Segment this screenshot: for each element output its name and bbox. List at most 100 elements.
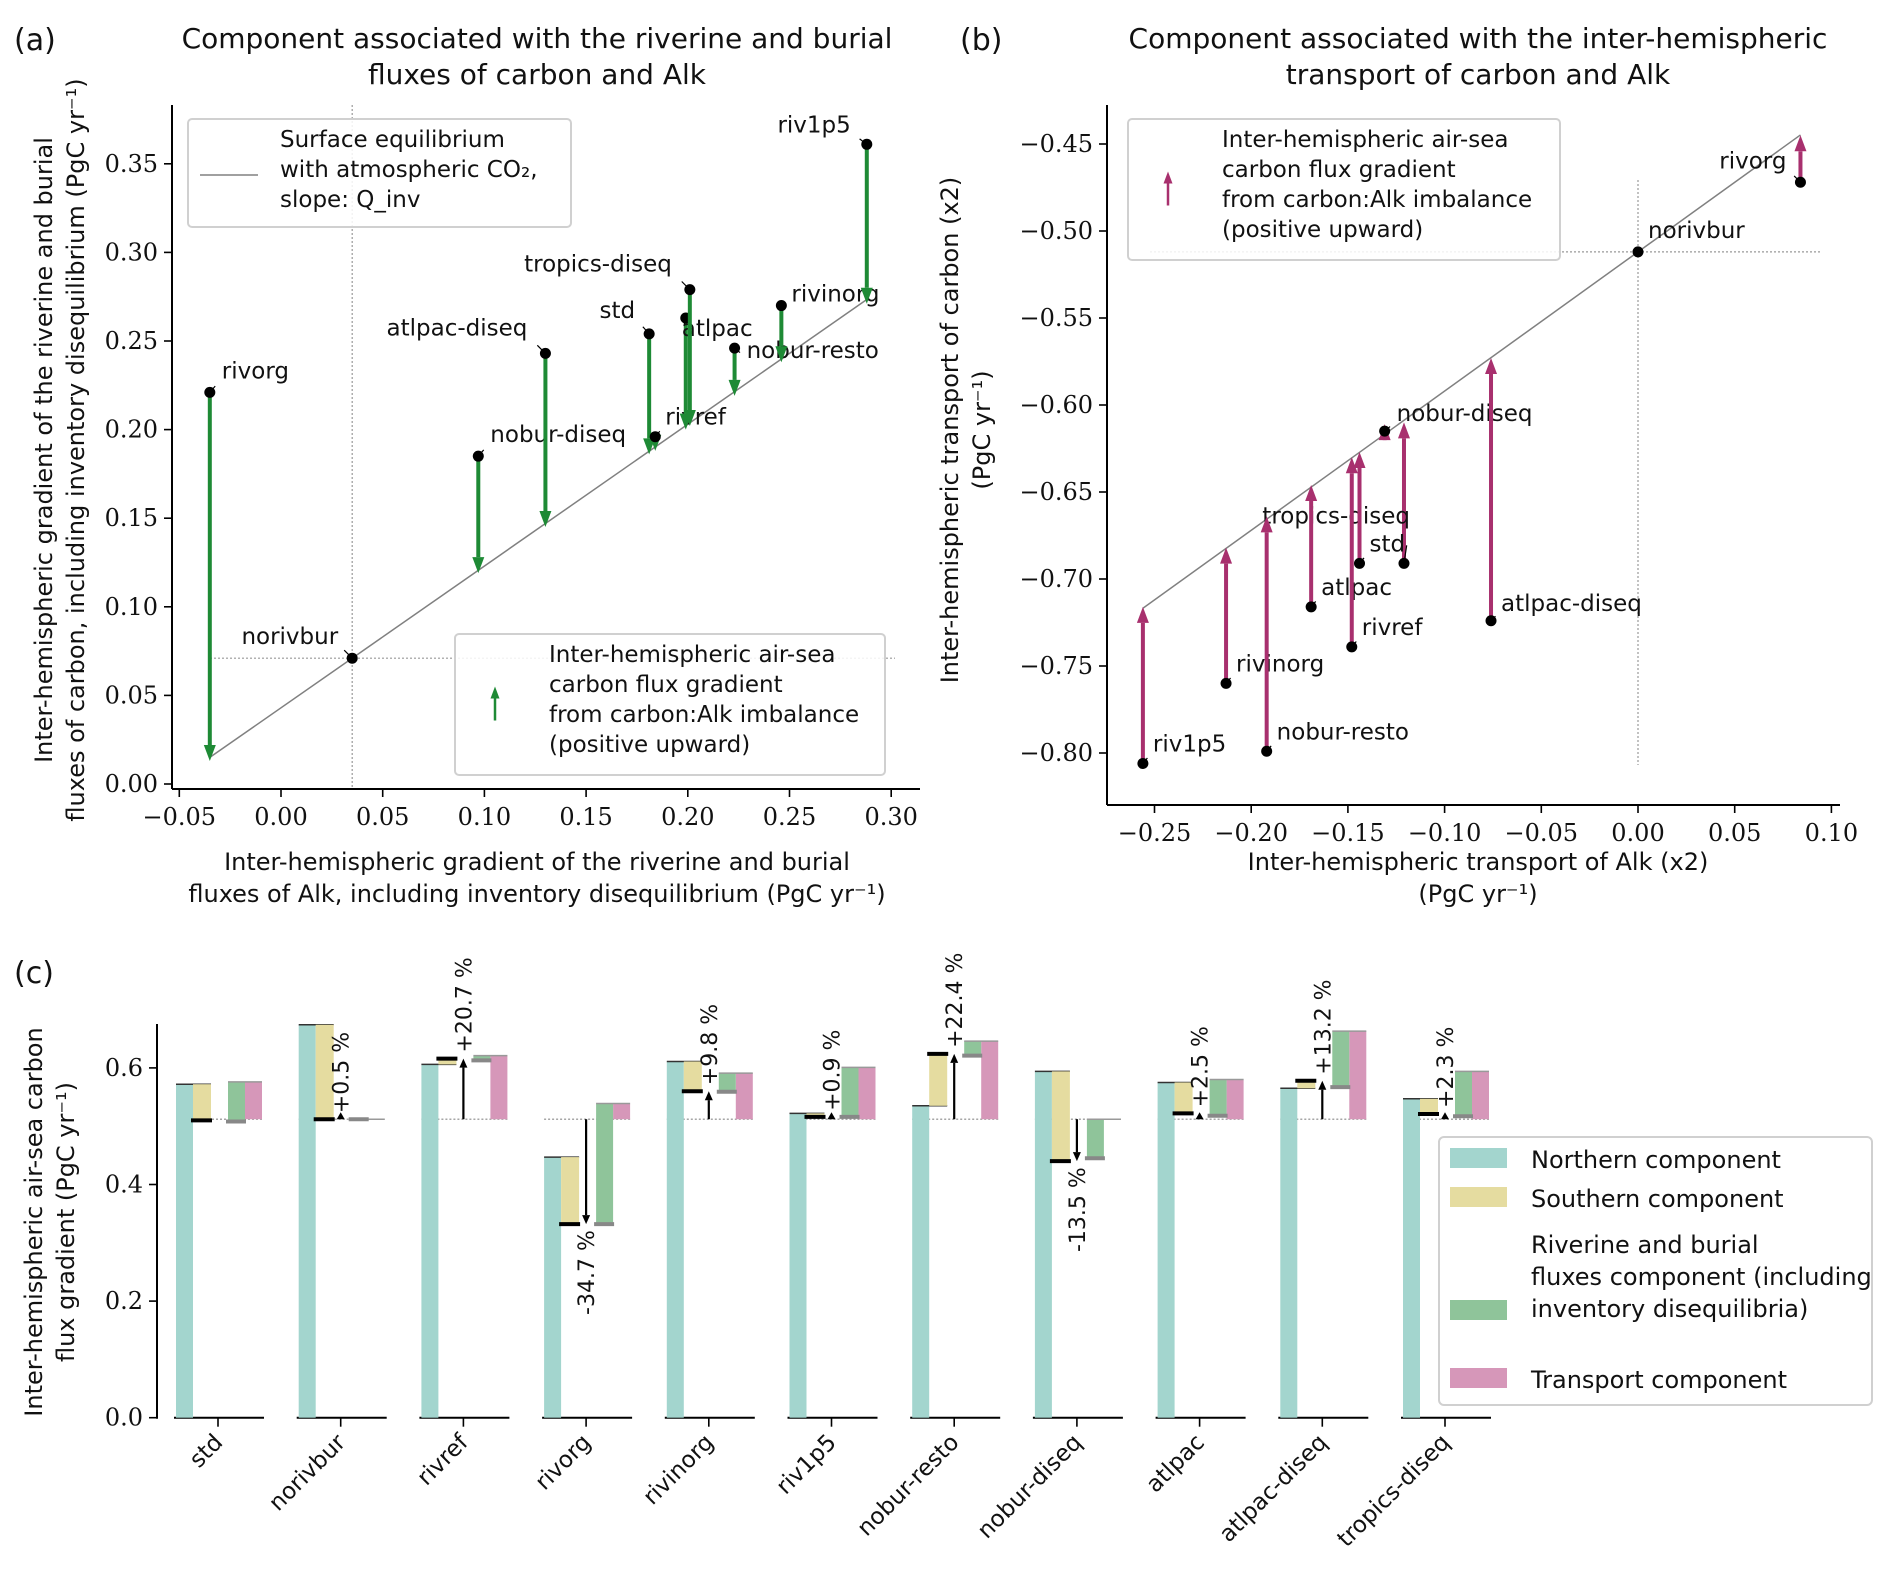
- panel-a-scatter: (a) Component associated with the riverin…: [14, 22, 920, 908]
- label-leader: [1266, 745, 1272, 752]
- x-tick-label: 0.10: [1805, 819, 1858, 847]
- y-tick-label: −0.65: [1019, 478, 1093, 506]
- panel-b-scatter: (b) Component associated with the inter-h…: [936, 22, 1858, 908]
- x-tick-label: −0.15: [1311, 819, 1385, 847]
- bar-group-riv1p5: +0.9 % riv1p5: [772, 1030, 878, 1500]
- flux-arrow-rivinorg-head: [775, 346, 788, 363]
- category-label: rivref: [412, 1429, 474, 1491]
- legend-label-line: Inter-hemispheric air-sea: [549, 642, 835, 668]
- bar-northern: [666, 1061, 684, 1418]
- bar-group-nobur-resto: +22.4 % nobur-resto: [853, 953, 1001, 1542]
- data-point-label: rivorg: [1719, 148, 1786, 174]
- bar-transport: [981, 1041, 999, 1120]
- data-point-label: std: [1370, 531, 1406, 557]
- x-tick-label: 0.05: [1708, 819, 1761, 847]
- chart-title-line: fluxes of carbon and Alk: [368, 58, 707, 91]
- x-tick-label: 0.15: [559, 803, 612, 831]
- percent-change-label: +20.7 %: [452, 957, 477, 1052]
- flux-arrow-rivref-head: [1345, 457, 1358, 474]
- label-leader: [1359, 557, 1365, 564]
- data-point-label: nobur-resto: [1277, 719, 1409, 745]
- panel-label: (a): [14, 23, 56, 58]
- category-label: atlpac-diseq: [1215, 1430, 1333, 1548]
- data-point-label: rivinorg: [1236, 651, 1324, 677]
- category-label: std: [185, 1430, 229, 1474]
- legend-arrow-swatch: [490, 686, 500, 721]
- legend-arrow-swatch-head: [490, 686, 500, 699]
- flux-arrow-nobur-resto-head: [728, 379, 741, 396]
- change-arrow: [1195, 1112, 1204, 1120]
- y-axis-label: Inter-hemispheric gradient of the riveri…: [30, 78, 90, 821]
- y-tick-label: −0.80: [1019, 739, 1093, 767]
- bar-riverine: [841, 1067, 859, 1117]
- legend-label-line: Inter-hemispheric air-sea: [1222, 127, 1508, 153]
- legend-line: Surface equilibrium with atmospheric CO₂,…: [187, 118, 572, 228]
- bar-group-std: std: [174, 1081, 264, 1474]
- bar-transport: [1349, 1031, 1367, 1120]
- chart-title-line: Component associated with the inter-hemi…: [1129, 22, 1828, 55]
- y-tick-label: −0.45: [1019, 130, 1093, 158]
- data-point-label: std: [600, 298, 636, 324]
- label-leader: [477, 449, 485, 457]
- label-leader: [734, 347, 741, 354]
- y-tick-label: 0.10: [105, 593, 158, 621]
- label-leader: [1490, 615, 1496, 622]
- flux-arrow-rivorg: [1794, 135, 1807, 183]
- data-point-label: rivref: [665, 405, 727, 431]
- y-tick-label: 0.35: [105, 150, 158, 178]
- percent-change-label: +9.8 %: [698, 1004, 723, 1085]
- data-point-norivbur: [1632, 246, 1644, 258]
- legend-label-line: inventory disequilibria): [1531, 1295, 1808, 1323]
- bar-transport: [1226, 1079, 1244, 1120]
- panel-c-bar-chart: (c) 0.0 0.2 0.4 0.6 Inter-hemispheric air-sea…: [14, 953, 1873, 1553]
- percent-change-label: +13.2 %: [1311, 979, 1336, 1074]
- legend-label-line: carbon flux gradient: [1222, 157, 1456, 183]
- equilibrium-line: [1142, 134, 1801, 609]
- y-axis-label-line: Inter-hemispheric transport of carbon (x…: [936, 177, 964, 684]
- change-arrow: [1441, 1112, 1449, 1120]
- y-tick-label: −0.50: [1019, 217, 1093, 245]
- change-arrow-head: [459, 1058, 468, 1068]
- bar-northern: [298, 1024, 316, 1418]
- data-point-label: tropics-diseq: [1262, 503, 1410, 529]
- flux-arrow-nobur-resto: [1260, 516, 1273, 752]
- bar-transport: [1472, 1071, 1489, 1120]
- bar-transport: [735, 1073, 753, 1120]
- category-label: tropics-diseq: [1332, 1430, 1455, 1553]
- y-tick-label: 0.15: [105, 504, 158, 532]
- bar-southern: [683, 1061, 702, 1092]
- change-arrow-head: [1318, 1080, 1327, 1090]
- x-tick-label: 0.00: [1611, 819, 1664, 847]
- category-label: rivorg: [530, 1430, 596, 1496]
- bar-riverine: [718, 1073, 736, 1092]
- y-axis-label: Inter-hemispheric transport of carbon (x…: [936, 177, 996, 684]
- percent-change-label: +22.4 %: [943, 953, 968, 1048]
- flux-arrow-std: [1353, 451, 1366, 564]
- label-leader: [654, 430, 661, 438]
- y-tick-label: 0.6: [105, 1054, 143, 1082]
- data-point-label: atlpac: [1321, 575, 1392, 601]
- data-point-label: atlpac: [682, 316, 753, 342]
- data-point-label: rivorg: [222, 358, 289, 384]
- label-leader: [1142, 757, 1148, 764]
- category-label: nobur-resto: [853, 1430, 965, 1542]
- change-arrow: [827, 1112, 836, 1120]
- panel-label: (b): [960, 23, 1002, 58]
- x-tick-label: −0.20: [1214, 819, 1288, 847]
- bar-riverine: [1332, 1031, 1350, 1088]
- flux-arrow-rivorg-head: [203, 744, 216, 761]
- panel-label: (c): [14, 956, 54, 991]
- x-tick-label: −0.05: [143, 803, 217, 831]
- x-axis-label-line: (PgC yr⁻¹): [1418, 880, 1537, 908]
- x-axis-label-line: Inter-hemispheric gradient of the riveri…: [224, 848, 850, 876]
- legend-label-line: slope: Q_inv: [280, 187, 420, 213]
- data-point-label: tropics-diseq: [524, 252, 672, 278]
- legend-label-line: (positive upward): [549, 732, 750, 758]
- flux-arrow-atlpac-diseq-head: [539, 511, 552, 528]
- bar-southern: [929, 1053, 948, 1106]
- bar-northern: [421, 1064, 439, 1418]
- data-point-label: atlpac-diseq: [387, 315, 528, 341]
- bar-northern: [789, 1113, 807, 1418]
- y-tick-label: −0.70: [1019, 565, 1093, 593]
